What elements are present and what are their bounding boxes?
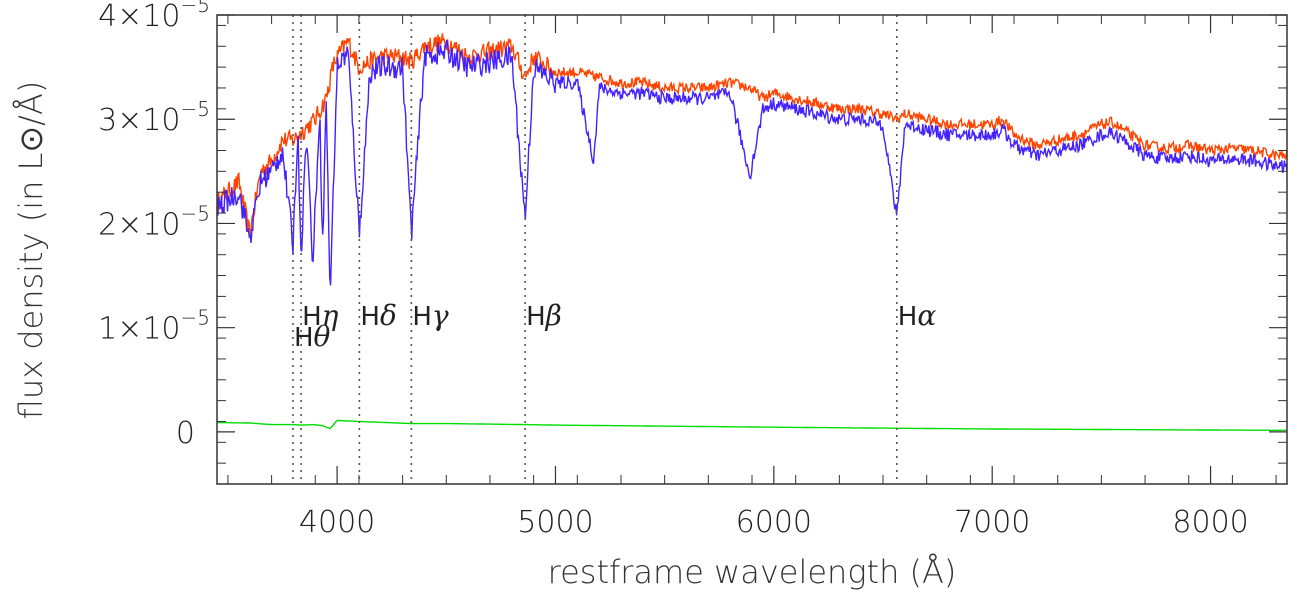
- line-label-Hθ: Hθ: [294, 320, 331, 353]
- y-axis-label: flux density (in L⊙/Å): [12, 81, 50, 420]
- labels-layer: 4000 5000 6000 7000 8000 0 1×10−5 2×10−5 3×10−5 4…: [98, 0, 1249, 540]
- x-tick-label: 5000: [517, 505, 593, 540]
- x-axis-label: restframe wavelength (Å): [548, 553, 957, 591]
- series-line-residual: [217, 419, 1287, 431]
- x-tick-label: 6000: [736, 505, 812, 540]
- line-label-Hγ: Hγ: [412, 299, 449, 332]
- plot-frame: [216, 14, 1288, 485]
- x-tick-label: 8000: [1172, 505, 1248, 540]
- line-label-Hα: Hα: [898, 299, 937, 332]
- x-tick-label: 4000: [299, 505, 375, 540]
- series-layer: [216, 33, 1288, 431]
- y-tick-label: 0: [176, 416, 195, 451]
- series-line-main: [216, 39, 1288, 286]
- ticks-layer: [217, 14, 1287, 485]
- line-label-Hη: Hη: [302, 299, 339, 332]
- y-tick-label: 1×10−5: [98, 306, 210, 347]
- y-tick-label: 2×10−5: [98, 201, 210, 242]
- y-tick-label: 3×10−5: [98, 97, 210, 138]
- x-tick-label: 7000: [954, 505, 1030, 540]
- series-line-upper: [216, 33, 1288, 236]
- line-label-Hβ: Hβ: [526, 299, 562, 332]
- spectral-lines-layer: [292, 15, 898, 484]
- line-label-Hδ: Hδ: [360, 299, 396, 332]
- y-tick-label: 4×10−5: [98, 0, 210, 34]
